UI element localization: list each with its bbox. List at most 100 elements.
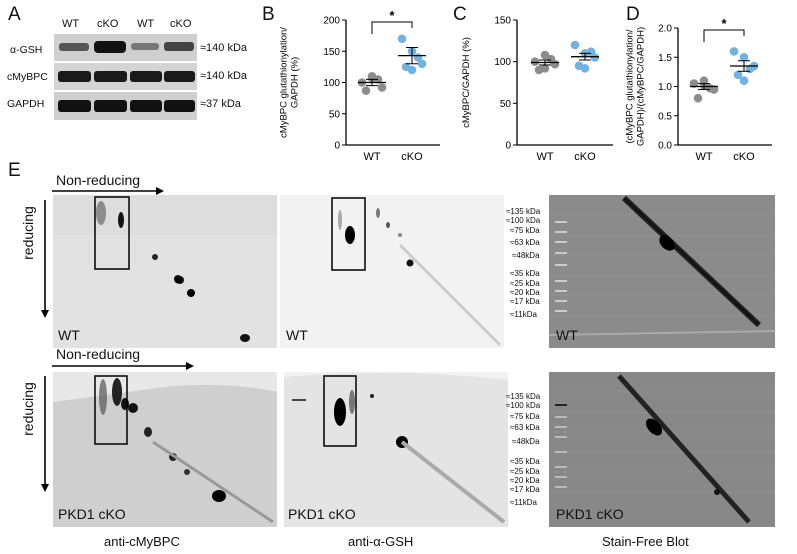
y-tick-label: 50 — [329, 109, 341, 120]
panel-label-c: C — [453, 4, 467, 25]
x-tick-label: cKO — [733, 151, 755, 163]
data-point — [546, 54, 556, 64]
x-tick-label: WT — [695, 151, 712, 163]
data-point — [689, 79, 699, 88]
marker-label: ≈48kDa — [512, 437, 540, 446]
y-axis-label: GAPDH)/(cMyBPC/GAPDH) — [636, 27, 647, 146]
y-tick-label: 0.0 — [658, 141, 672, 152]
marker-label: ≈135 kDa — [506, 207, 541, 216]
kda-label: ≈140 kDa — [200, 42, 248, 54]
y-tick-label: 0 — [334, 141, 340, 152]
reducing-label-wrap: reducing — [18, 376, 38, 446]
data-point — [705, 83, 715, 93]
marker-label: ≈100 kDa — [506, 216, 541, 225]
panel-label-b: B — [262, 4, 275, 25]
scatter-chart-b: 0 50 100 150 200 WT cKO cMyBPC glutathionylatio… — [279, 8, 440, 163]
significance-bracket — [371, 21, 413, 34]
blot-tag: WT — [58, 327, 80, 343]
data-point — [729, 47, 739, 56]
reducing-arrow — [41, 376, 49, 492]
row-label: α-GSH — [10, 44, 43, 56]
y-tick-label: 200 — [323, 16, 340, 27]
data-point — [733, 70, 743, 80]
marker-label: ≈35 kDa — [510, 457, 540, 466]
nonreducing-label: Non-reducing — [56, 172, 141, 188]
marker-ladder-bottom: ≈135 kDa ≈100 kDa ≈75 kDa ≈63 kDa ≈48kDa… — [506, 393, 550, 508]
reducing-arrow — [41, 200, 49, 318]
data-point — [530, 57, 540, 66]
data-point — [540, 64, 550, 73]
reducing-label: reducing — [20, 206, 36, 260]
y-axis-label: cMyBPC glutathionylation/ — [279, 27, 290, 138]
panel-label-d: D — [626, 4, 640, 25]
data-point — [739, 52, 749, 62]
data-point — [739, 76, 749, 85]
marker-label: ≈17 kDa — [510, 485, 540, 494]
blot-tag: WT — [286, 327, 308, 343]
x-tick-label: cKO — [401, 151, 423, 163]
data-point — [693, 93, 703, 103]
marker-label: ≈11kDa — [510, 498, 537, 507]
significance-star: * — [389, 8, 395, 23]
data-point — [377, 83, 387, 92]
row-label: GAPDH — [7, 98, 45, 110]
blot-tag: PKD1 cKO — [58, 506, 126, 522]
y-axis-label: cMyBPC/GAPDH (%) — [461, 37, 472, 128]
y-tick-label: 150 — [494, 16, 511, 27]
blot-anti-gsh-wt — [280, 195, 504, 348]
marker-label: ≈17 kDa — [510, 297, 540, 306]
western-blot-a — [54, 34, 197, 120]
significance-star: * — [721, 16, 727, 31]
y-tick-label: 150 — [323, 47, 340, 58]
scatter-chart-c: 0 50 100 150 WT cKO cMyBPC/GAPDH (%) — [461, 16, 613, 163]
data-point — [407, 65, 417, 75]
row-label: cMyBPC — [7, 71, 48, 83]
nonreducing-label: Non-reducing — [56, 346, 141, 362]
data-point — [590, 53, 600, 62]
marker-ladder-top: ≈135 kDa ≈100 kDa ≈75 kDa ≈63 kDa ≈48kDa… — [506, 207, 550, 319]
blot-anti-cmybpc-wt — [53, 195, 277, 348]
panel-label-a: A — [8, 4, 21, 25]
kda-label: ≈140 kDa — [200, 70, 248, 82]
panel-label-e: E — [8, 160, 21, 181]
y-tick-label: 0 — [505, 141, 511, 152]
blot-tag: WT — [556, 327, 578, 343]
data-point — [570, 40, 580, 50]
blot-tag: PKD1 cKO — [288, 506, 356, 522]
y-tick-label: 1.5 — [658, 53, 672, 64]
kda-label: ≈37 kDa — [200, 98, 241, 110]
data-point — [417, 59, 427, 69]
lane-label: WT — [137, 18, 155, 30]
x-tick-label: cKO — [574, 151, 596, 163]
blot-anti-gsh-cko — [284, 372, 508, 527]
marker-label: ≈48kDa — [512, 251, 540, 260]
scatter-chart-d: 0.0 0.5 1.0 1.5 2.0 WT cKO (cMyBPC glutathionyl… — [626, 16, 772, 163]
x-tick-label: WT — [363, 151, 380, 163]
marker-label: ≈25 kDa — [510, 279, 540, 288]
blot-stain-free-wt — [549, 195, 775, 348]
y-tick-label: 50 — [500, 99, 512, 110]
y-tick-label: 0.5 — [658, 111, 672, 122]
marker-label: ≈63 kDa — [510, 423, 540, 432]
data-point — [540, 50, 550, 60]
lane-label: WT — [62, 18, 80, 30]
blot-stain-free-cko — [549, 372, 775, 527]
data-point — [586, 47, 596, 56]
marker-label: ≈100 kDa — [506, 401, 541, 410]
y-tick-label: 1.0 — [658, 82, 672, 93]
blot-anti-cmybpc-cko — [53, 372, 277, 527]
caption: Stain-Free Blot — [602, 534, 689, 549]
nonreducing-arrow — [52, 362, 194, 370]
marker-label: ≈75 kDa — [510, 226, 540, 235]
marker-label: ≈11kDa — [510, 310, 537, 319]
y-tick-label: 100 — [494, 57, 511, 68]
data-point — [580, 64, 590, 73]
data-point — [397, 34, 407, 44]
caption: anti-α-GSH — [348, 534, 414, 549]
reducing-label-wrap: reducing — [18, 200, 38, 270]
data-point — [361, 86, 371, 95]
marker-label: ≈135 kDa — [506, 392, 541, 401]
marker-label: ≈75 kDa — [510, 412, 540, 421]
marker-label: ≈35 kDa — [510, 269, 540, 278]
caption: anti-cMyBPC — [104, 534, 180, 549]
